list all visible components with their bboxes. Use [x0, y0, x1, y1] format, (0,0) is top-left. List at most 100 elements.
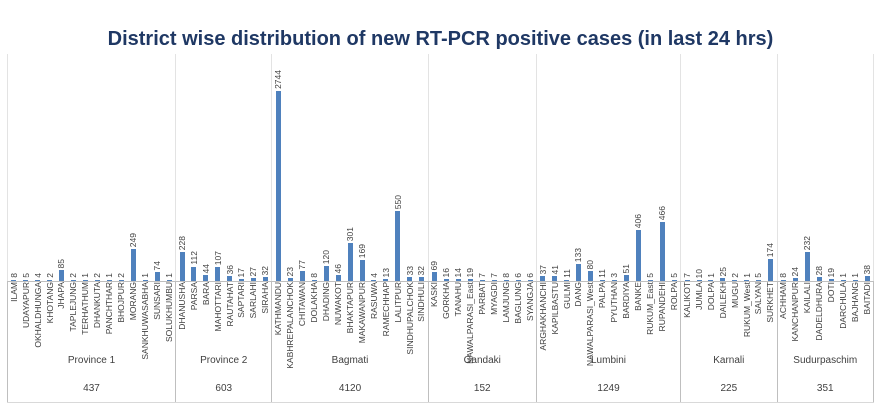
bar — [395, 211, 401, 281]
value-label: 2 — [116, 273, 127, 278]
district-label-cell: SARLAHI — [248, 282, 260, 346]
district-label: LAMJUNG — [500, 282, 511, 323]
district-label-row: DHANUSHA PARSA BARA MAHOTTARI RAUTAHAT SAPTAR… — [176, 282, 271, 346]
district-label: KATHMANDU — [273, 282, 284, 336]
district-label-row: KALIKOT JUMLA DOLPA DAILEKH MUGU RUKUM_West SA… — [681, 282, 776, 346]
district-label: RAMECHHAP — [380, 282, 391, 337]
bar-column: 406 — [632, 54, 644, 281]
bar-column: 112 — [188, 54, 200, 281]
value-label: 16 — [441, 267, 452, 277]
district-label: NAWALPARASI_West — [585, 282, 596, 367]
district-label-cell: SINDHULI — [416, 282, 428, 346]
district-label-cell: PANCHTHAR — [104, 282, 116, 346]
bar-column: 14 — [452, 54, 464, 281]
value-label: 2 — [44, 273, 55, 278]
bar — [371, 280, 377, 281]
bar-column: 69 — [429, 54, 441, 281]
district-label-cell: NAWALPARASI_West — [585, 282, 597, 366]
value-label: 11 — [597, 269, 608, 278]
district-label: KHOTANG — [44, 282, 55, 324]
district-label-cell: KATHMANDU — [272, 282, 284, 346]
value-label: 41 — [549, 264, 560, 274]
bar-column: 32 — [416, 54, 428, 281]
district-label-cell: DADELDHURA — [813, 282, 825, 346]
chart-title: District wise distribution of new RT-PCR… — [107, 28, 774, 50]
province-total: 152 — [473, 382, 491, 394]
plot-group: 8 5 4 2 85 2 1 2 1 2 249 1 74 1 — [7, 54, 177, 281]
district-label: JUMLA — [693, 282, 704, 310]
bar — [792, 278, 798, 281]
district-label: PYUTHAN — [609, 282, 620, 323]
district-label: GULMI — [561, 282, 572, 309]
bar — [768, 259, 774, 281]
district-label-cell: BAJHANG — [849, 282, 861, 346]
bar — [671, 280, 677, 281]
bar — [47, 280, 53, 281]
bar-column: 2 — [44, 54, 56, 281]
district-label-cell: BARDIYA — [621, 282, 633, 346]
district-label: SUNSARI — [151, 282, 162, 320]
value-label: 1 — [80, 273, 91, 278]
district-label: RAUTAHAT — [224, 282, 235, 327]
bar-column: 107 — [212, 54, 224, 281]
district-label: DHANKUTA — [92, 282, 103, 329]
district-label-cell: SALYAN — [753, 282, 765, 346]
bar — [732, 280, 738, 281]
district-label-cell: LALITPUR — [392, 282, 404, 346]
bar-column: 1 — [139, 54, 151, 281]
district-label: RASUWA — [368, 282, 379, 319]
plot-area: 8 5 4 2 85 2 1 2 1 2 249 1 74 1 228 112 44 107 36 17 27 32 274… — [7, 54, 874, 282]
bar — [552, 276, 558, 281]
bar-column: 1 — [104, 54, 116, 281]
bar-column: 33 — [404, 54, 416, 281]
value-label: 5 — [645, 273, 656, 278]
district-label: KALIKOT — [681, 282, 692, 318]
bar-column: 5 — [753, 54, 765, 281]
district-label-cell: DOTI — [825, 282, 837, 346]
value-label: 2 — [729, 273, 740, 278]
district-label: GORKHA — [441, 282, 452, 319]
district-label-cell: SAPTARI — [236, 282, 248, 346]
district-label: LALITPUR — [392, 282, 403, 323]
district-label: PARSA — [188, 282, 199, 311]
bar-column: 2 — [92, 54, 104, 281]
axis-group: ACHHAM KANCHANPUR KAILALI DADELDHURA DOTI DAR… — [778, 282, 874, 402]
bar-column: 80 — [585, 54, 597, 281]
district-label: RUPANDEHI — [657, 282, 668, 332]
bar — [816, 277, 822, 281]
plot-group: 228 112 44 107 36 17 27 32 — [176, 54, 273, 281]
bar — [407, 277, 413, 281]
district-label-cell: DOLAKHA — [308, 282, 320, 346]
district-label: SARLAHI — [248, 282, 259, 319]
bar-column: 6 — [512, 54, 524, 281]
district-label: DHANUSHA — [176, 282, 187, 330]
bar-column: 169 — [356, 54, 368, 281]
bar — [275, 91, 281, 281]
bar — [443, 279, 449, 281]
district-label-cell: DHANUSHA — [176, 282, 188, 346]
district-label: DANG — [573, 282, 584, 307]
district-label-cell: DARCHULA — [837, 282, 849, 346]
bar-column: 2 — [115, 54, 127, 281]
district-label: KAPILBASTU — [549, 282, 560, 335]
district-label-cell: PALPA — [597, 282, 609, 346]
bar-column: 25 — [717, 54, 729, 281]
province-label: Lumbini — [591, 354, 627, 366]
plot-group: 8 24 232 28 19 1 1 38 — [778, 54, 874, 281]
value-label: 3 — [609, 273, 620, 278]
value-label: 17 — [236, 267, 247, 277]
district-label-cell: KAILALI — [801, 282, 813, 346]
value-label: 5 — [20, 273, 31, 278]
bar — [864, 276, 870, 281]
value-label: 85 — [56, 258, 67, 268]
district-label: ROLPA — [668, 282, 679, 311]
bar — [335, 275, 341, 281]
district-label-cell: PARSA — [188, 282, 200, 346]
value-label: 107 — [212, 250, 223, 265]
value-label: 174 — [765, 242, 776, 257]
bar — [804, 252, 810, 281]
value-label: 1 — [705, 273, 716, 278]
value-label: 44 — [200, 263, 211, 273]
value-label: 466 — [657, 205, 668, 220]
bar-column: 120 — [320, 54, 332, 281]
